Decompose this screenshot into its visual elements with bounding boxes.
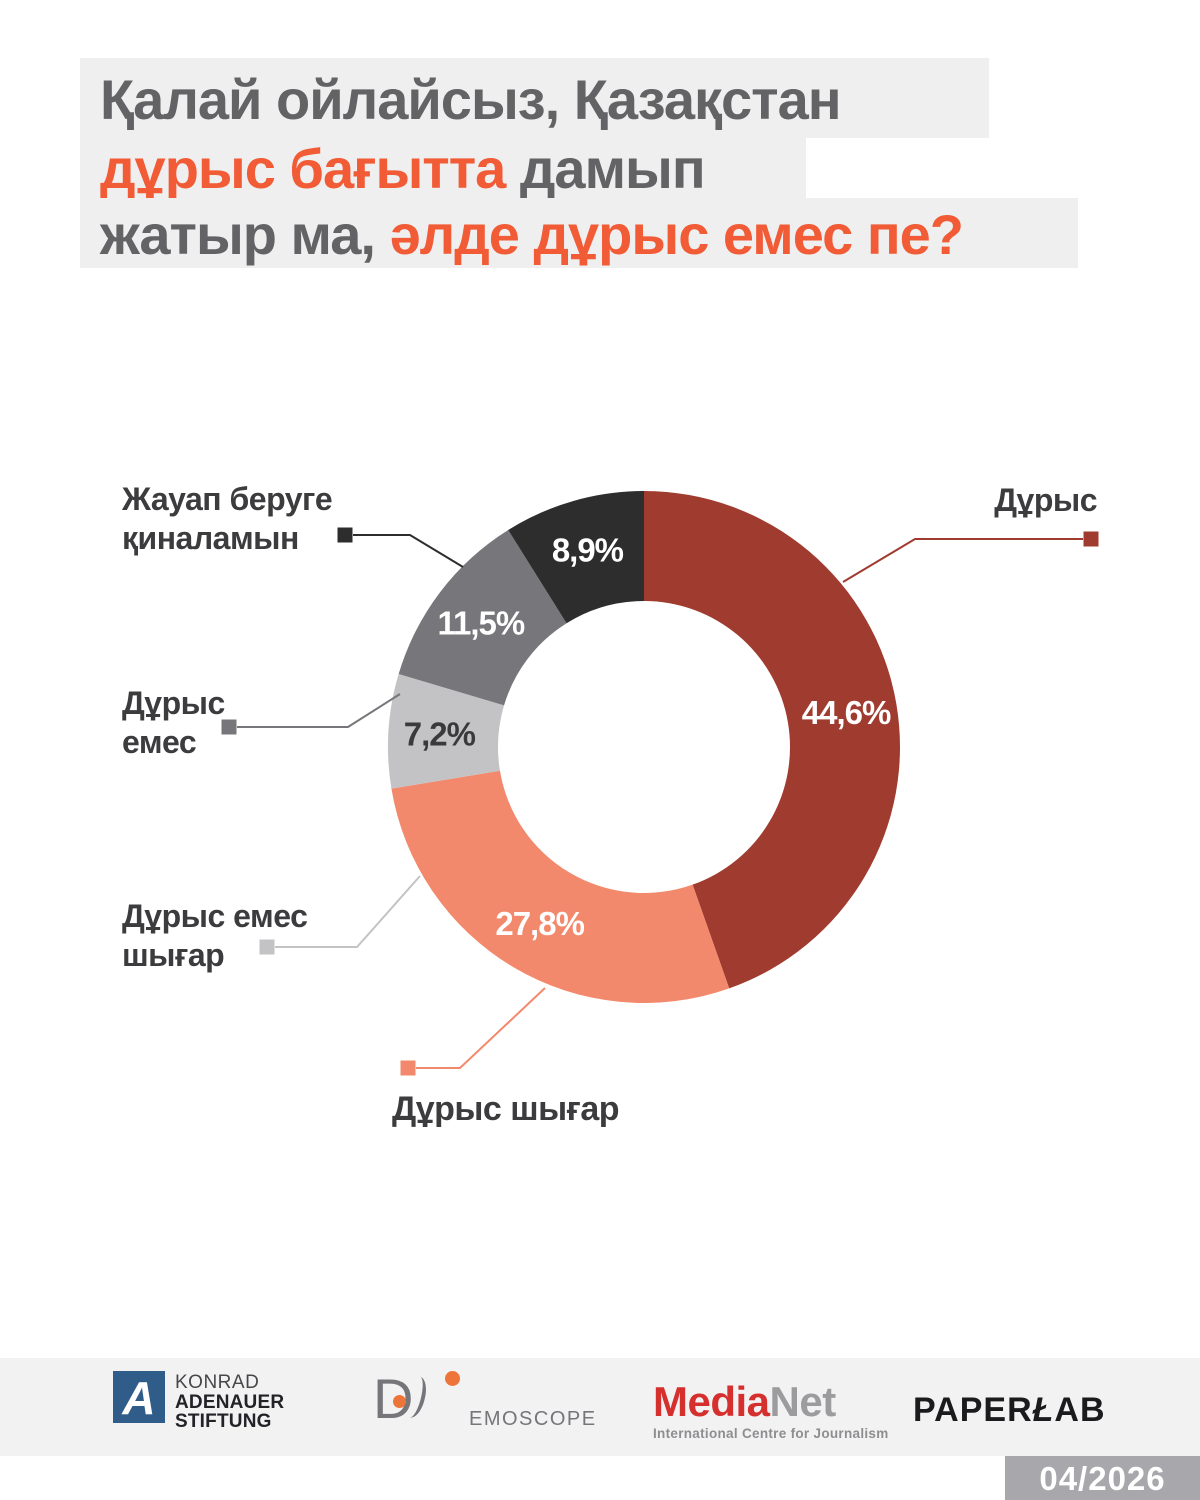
footer-logo-band: A KONRAD ADENAUER STIFTUNG D EMOSCOPE Me…: [0, 1358, 1200, 1456]
segment-value-label: 7,2%: [404, 716, 476, 753]
callout-label-durys-emes: Дұрыс емес: [122, 684, 225, 762]
callout-label-durys: Дұрыс: [994, 481, 1097, 520]
segment-value-label: 27,8%: [495, 905, 584, 942]
kas-line-konrad: KONRAD: [175, 1372, 260, 1393]
callout-connector: [416, 987, 546, 1069]
kas-line-stiftung: STIFTUNG: [175, 1411, 272, 1432]
segment-value-label: 8,9%: [552, 531, 624, 568]
callout-line: емес: [122, 724, 197, 760]
donut-segment-1: [391, 770, 730, 1003]
title-line-3: жатыр ма, әлде дұрыс емес пе?: [80, 198, 1078, 268]
kas-logo-mark-icon: A: [113, 1371, 165, 1423]
callout-line: Жауап беруге: [122, 481, 333, 517]
callout-connector: [842, 538, 1083, 583]
kas-logo: A KONRAD ADENAUER STIFTUNG: [113, 1371, 284, 1431]
callout-line: қиналамын: [122, 520, 299, 556]
donut-segment-4: [508, 491, 644, 624]
callout-marker: [259, 939, 275, 955]
callout-marker: [337, 527, 353, 543]
callout-marker: [221, 719, 237, 735]
callout-connector: [275, 875, 421, 948]
callout-label-durys-shygar: Дұрыс шығар: [392, 1090, 620, 1129]
donut-segment-0: [644, 491, 900, 989]
callout-line: Дұрыс: [122, 685, 225, 721]
callout-connector: [353, 534, 464, 568]
paperlab-logo: PAPERŁAB: [913, 1391, 1106, 1430]
kas-line-adenauer: ADENAUER: [175, 1392, 285, 1413]
demoscope-logo: D EMOSCOPE: [373, 1368, 603, 1440]
demoscope-dot-icon: [445, 1371, 460, 1386]
medianet-wordmark: MediaNet: [653, 1381, 889, 1423]
paperlab-stylized-l: Ł: [1032, 1391, 1055, 1429]
title-text-orange: әлде дұрыс емес пе?: [389, 203, 965, 266]
segment-value-label: 44,6%: [802, 694, 891, 731]
medianet-media: Media: [653, 1378, 770, 1425]
medianet-subtitle: International Centre for Journalism: [653, 1426, 889, 1441]
callout-label-durys-emes-shygar: Дұрыс емес шығар: [122, 897, 308, 975]
demoscope-wordmark: EMOSCOPE: [469, 1408, 597, 1430]
callout-marker: [400, 1060, 416, 1076]
donut-segment-2: [388, 674, 505, 789]
title-text-orange: дұрыс бағытта: [100, 137, 506, 200]
callout-label-zhauap-beruge-qinalamyn: Жауап беруге қиналамын: [122, 480, 333, 558]
callout-line: Дұрыс емес: [122, 898, 308, 934]
title-text-gray: дамып: [505, 137, 706, 200]
date-badge: 04/2026: [1005, 1456, 1200, 1500]
segment-value-label: 11,5%: [437, 604, 524, 641]
callout-marker: [1083, 531, 1099, 547]
callout-line: Дұрыс шығар: [392, 1090, 620, 1128]
paperlab-part2: AB: [1054, 1391, 1106, 1429]
paperlab-part1: PAPER: [913, 1391, 1033, 1429]
title-text-gray: Қалай ойлайсыз, Қазақстан: [100, 68, 842, 131]
medianet-net: Net: [769, 1378, 837, 1425]
medianet-logo: MediaNet International Centre for Journa…: [653, 1381, 889, 1442]
callout-connector: [237, 693, 401, 728]
callout-line: шығар: [122, 937, 225, 973]
title-line-2: дұрыс бағытта дамып: [80, 138, 806, 198]
kas-logo-text: KONRAD ADENAUER STIFTUNG: [175, 1371, 285, 1432]
donut-segment-3: [398, 529, 567, 706]
demoscope-dot-icon: [393, 1395, 406, 1408]
title-line-1: Қалай ойлайсыз, Қазақстан: [80, 58, 989, 138]
title-text-gray: жатыр ма,: [100, 203, 390, 266]
callout-line: Дұрыс: [994, 482, 1097, 518]
